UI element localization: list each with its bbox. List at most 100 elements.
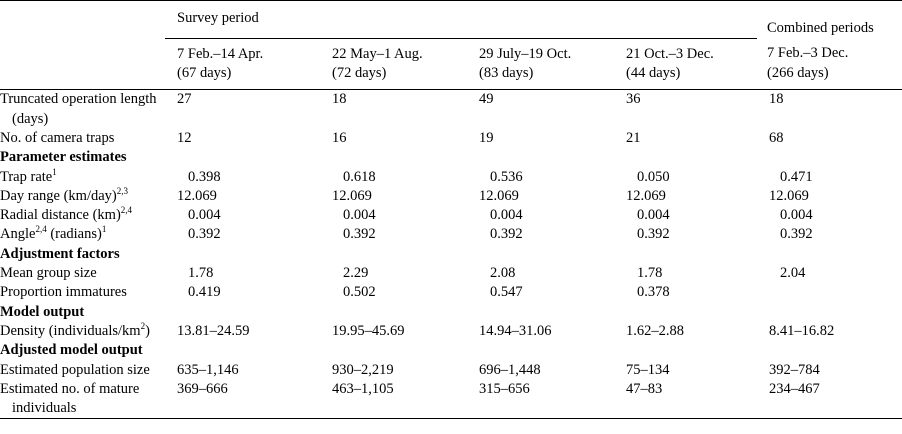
value-cell: 0.004 <box>320 206 467 225</box>
cell-value: 12.069 <box>769 187 809 204</box>
header-cell: Survey period <box>165 0 757 39</box>
footnote-mark: 2 <box>140 320 146 331</box>
value-cell: 2.29 <box>320 264 467 283</box>
value-cell: 0.392 <box>757 225 902 244</box>
row-label: Angle2,4 (radians)1 <box>0 225 165 244</box>
cell-value: 696–1,448 <box>479 361 541 378</box>
value-cell: 12.069 <box>165 187 320 206</box>
value-cell: 13.81–24.59 <box>165 322 320 341</box>
value-cell: 2.04 <box>757 264 902 283</box>
value-cell: 0.471 <box>757 168 902 187</box>
label-text: Estimated no. of mature individuals <box>0 380 140 417</box>
value-cell: 21 <box>614 129 757 148</box>
cell-value: 0.392 <box>188 226 221 243</box>
data-table: Survey period Combined periods 7 Feb.–14 A… <box>0 0 902 420</box>
period-line: 22 May–1 Aug. <box>332 45 423 62</box>
value-cell: 75–134 <box>614 361 757 380</box>
value-cell: 49 <box>467 90 614 129</box>
footnote-mark: 1 <box>52 166 57 177</box>
cell-value: 2.08 <box>490 265 516 282</box>
table-row: Model output <box>0 303 902 322</box>
label-text: Trap rate <box>0 168 53 185</box>
value-cell: 12.069 <box>757 187 902 206</box>
cell-value: 2.29 <box>343 265 369 282</box>
label-text: Density (individuals/km <box>0 322 141 339</box>
header-row: Survey period Combined periods <box>0 0 902 39</box>
label-text: Truncated operation length (days) <box>0 91 157 127</box>
label-text: Day range (km/day) <box>0 187 117 204</box>
value-cell: 0.392 <box>320 225 467 244</box>
label-text: No. of camera traps <box>0 129 115 146</box>
cell-value: 0.392 <box>780 226 813 243</box>
period-line: (83 days) <box>479 65 534 82</box>
footnote-mark: 2,4 <box>35 224 47 235</box>
combined-title: Combined periods <box>767 20 874 36</box>
value-cell: 0.547 <box>467 283 614 302</box>
cell-value: 0.471 <box>780 168 813 185</box>
table-row: Adjusted model output <box>0 341 902 360</box>
value-cell: 0.536 <box>467 168 614 187</box>
period-cell: 7 Feb.–14 Apr. (67 days) <box>165 38 320 91</box>
label-text: Estimated population size <box>0 361 150 378</box>
row-label: No. of camera traps <box>0 129 165 148</box>
cell-value: 75–134 <box>626 361 670 378</box>
value-cell: 14.94–31.06 <box>467 322 614 341</box>
value-cell: 392–784 <box>757 361 902 380</box>
cell-value: 0.004 <box>780 207 813 224</box>
section-heading: Parameter estimates <box>0 149 127 166</box>
table-row: Estimated no. of mature individuals 369–6… <box>0 379 902 420</box>
cell-value: 0.392 <box>343 226 376 243</box>
value-cell: 0.419 <box>165 283 320 302</box>
label-text: (radians) <box>46 226 102 243</box>
value-cell: 0.392 <box>165 225 320 244</box>
table-row: Proportion immatures 0.419 0.502 0.547 0.378 <box>0 283 902 302</box>
value-cell: 0.004 <box>467 206 614 225</box>
header-cell: Combined periods <box>757 0 902 39</box>
cell-value: 0.392 <box>637 226 670 243</box>
row-label: Density (individuals/km2) <box>0 320 165 341</box>
cell-value: 12.069 <box>626 187 666 204</box>
row-label: Truncated operation length (days) <box>0 90 165 129</box>
row-label: Estimated no. of mature individuals <box>0 379 165 420</box>
period-cell: 29 July–19 Oct. (83 days) <box>467 38 614 91</box>
cell-value: 19.95–45.69 <box>332 322 405 339</box>
period-line: 29 July–19 Oct. <box>479 45 572 62</box>
table-row: Density (individuals/km2) 13.81–24.59 19.9… <box>0 320 902 341</box>
period-cell: 22 May–1 Aug. (72 days) <box>320 38 467 91</box>
period-line: 21 Oct.–3 Dec. <box>626 45 714 62</box>
value-cell: 0.004 <box>757 206 902 225</box>
cell-value: 635–1,146 <box>177 361 239 378</box>
section-heading: Adjustment factors <box>0 245 120 262</box>
value-cell: 8.41–16.82 <box>757 322 902 341</box>
row-label: Proportion immatures <box>0 283 165 302</box>
value-cell: 315–656 <box>467 379 614 420</box>
value-cell: 19 <box>467 129 614 148</box>
value-cell: 36 <box>614 90 757 129</box>
header-row: 7 Feb.–14 Apr. (67 days) 22 May–1 Aug. (72 … <box>0 38 902 91</box>
cell-value: 12.069 <box>332 187 372 204</box>
cell-value: 0.004 <box>637 207 670 224</box>
cell-value: 18 <box>332 91 347 108</box>
cell-value: 13.81–24.59 <box>177 322 250 339</box>
footnote-mark: 2,3 <box>116 185 129 196</box>
table-header: Survey period Combined periods 7 Feb.–14 A… <box>0 0 902 91</box>
table-row: Trap rate1 0.398 0.618 0.536 0.050 0.471 <box>0 166 902 187</box>
cell-value: 0.050 <box>637 168 670 185</box>
cell-value: 16 <box>332 129 347 146</box>
period-line: 7 Feb.–3 Dec. <box>767 45 849 62</box>
value-cell <box>757 283 902 302</box>
cell-value: 0.392 <box>490 226 523 243</box>
survey-period-title: Survey period <box>177 10 259 26</box>
value-cell: 0.502 <box>320 283 467 302</box>
row-label: Radial distance (km)2,4 <box>0 206 165 225</box>
value-cell: 12 <box>165 129 320 148</box>
label-text: Angle <box>0 226 36 243</box>
period-line: (44 days) <box>626 65 681 82</box>
period-cell: 21 Oct.–3 Dec. (44 days) <box>614 38 757 91</box>
value-cell: 2.08 <box>467 264 614 283</box>
table-row: Angle2,4 (radians)1 0.392 0.392 0.392 0.392 0… <box>0 225 902 244</box>
cell-value: 234–467 <box>769 380 820 397</box>
value-cell: 0.004 <box>614 206 757 225</box>
value-cell: 18 <box>320 90 467 129</box>
